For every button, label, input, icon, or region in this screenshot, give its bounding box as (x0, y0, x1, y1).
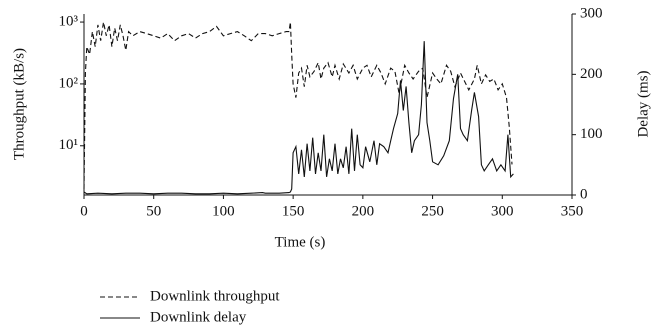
legend-label: Downlink delay (150, 309, 247, 325)
x-tick-label: 0 (80, 203, 88, 219)
x-tick-label: 350 (561, 203, 584, 219)
y-tick-label: 10³ (59, 13, 79, 29)
y2-axis-label: Delay (ms) (635, 70, 651, 137)
x-tick-label: 50 (146, 203, 161, 219)
data-line (83, 21, 513, 190)
legend-label: Downlink throughput (150, 288, 280, 304)
x-tick-label: 100 (212, 203, 235, 219)
y2-tick-label: 100 (580, 126, 603, 142)
y2-tick-label: 200 (580, 66, 603, 82)
data-line (83, 41, 514, 195)
x-tick-label: 250 (421, 203, 444, 219)
x-tick-label: 150 (282, 203, 305, 219)
x-axis-label: Time (s) (275, 234, 326, 250)
y-axis-label: Throughput (kB/s) (11, 48, 27, 160)
y-tick-label: 10² (59, 75, 79, 91)
x-tick-label: 200 (352, 203, 375, 219)
y2-tick-label: 300 (580, 5, 603, 21)
x-tick-label: 300 (491, 203, 514, 219)
y-tick-label: 10¹ (59, 137, 79, 153)
y2-tick-label: 0 (580, 186, 588, 202)
